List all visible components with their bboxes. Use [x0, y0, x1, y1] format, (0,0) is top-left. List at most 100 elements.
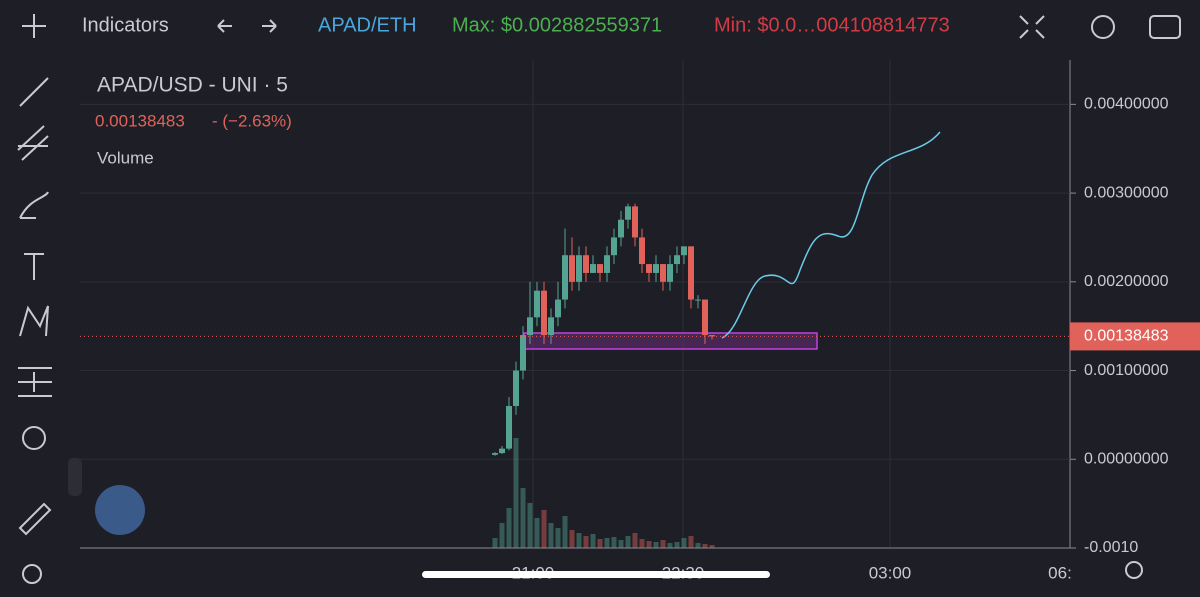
volume-bar — [541, 510, 547, 548]
volume-bar — [492, 538, 498, 548]
volume-bar — [569, 530, 575, 548]
candle-body — [604, 255, 610, 273]
min-label: Min: $0.0…004108814773 — [714, 14, 950, 36]
volume-bar — [702, 544, 708, 548]
candle-body — [513, 370, 519, 407]
volume-bar — [499, 523, 505, 548]
candle-body — [618, 219, 624, 238]
candle-body — [611, 237, 617, 256]
logo — [95, 485, 145, 535]
candle-body — [527, 317, 533, 336]
last-price-label: 0.00138483 — [1084, 328, 1169, 345]
volume-bar — [688, 536, 694, 548]
volume-bar — [709, 545, 715, 548]
volume-bar — [611, 537, 617, 548]
settings-button[interactable] — [1091, 15, 1115, 39]
pattern-tool[interactable] — [19, 305, 49, 337]
collapse-button[interactable] — [68, 458, 82, 496]
candle-body — [674, 255, 680, 265]
candle-body — [709, 335, 715, 337]
candle-body — [667, 264, 673, 282]
redo-button[interactable] — [262, 19, 277, 33]
volume-bar — [667, 543, 673, 548]
volume-bar — [618, 540, 624, 548]
candle-body — [695, 299, 701, 301]
volume-bar — [604, 538, 610, 548]
candle-body — [597, 264, 603, 273]
axis-settings[interactable] — [1125, 561, 1144, 579]
symbol-title: APAD/USD - UNI · 5 — [97, 74, 288, 97]
volume-bar — [562, 516, 568, 548]
crosshair-tool[interactable] — [22, 14, 46, 38]
volume-bar — [653, 542, 659, 548]
candle-body — [639, 237, 645, 265]
candle-body — [555, 299, 561, 318]
candle-body — [576, 255, 582, 282]
candle-body — [506, 406, 512, 449]
volume-bar — [534, 518, 540, 548]
last-price-legend: 0.00138483 — [95, 111, 185, 130]
volume-bar — [506, 508, 512, 548]
undo-button[interactable] — [217, 19, 232, 33]
zone-drawing — [523, 332, 818, 350]
left-toolbar — [17, 14, 145, 584]
candle-body — [702, 299, 708, 336]
text-tool[interactable] — [24, 253, 44, 280]
fullscreen-button[interactable] — [1019, 15, 1045, 39]
max-label: Max: $0.002882559371 — [452, 14, 662, 36]
candle-body — [590, 264, 596, 273]
y-tick-label: 0.00100000 — [1084, 362, 1169, 379]
volume-bar — [632, 533, 638, 548]
candle-body — [534, 290, 540, 318]
volume-bar — [639, 539, 645, 548]
candle-body — [583, 255, 589, 273]
measure-tool[interactable] — [18, 367, 52, 397]
volume-bar — [681, 538, 687, 548]
volume-bar — [625, 536, 631, 548]
candle-body — [625, 206, 631, 220]
pair-label[interactable]: APAD/ETH — [318, 14, 417, 36]
volume-bar — [590, 534, 596, 548]
volume-legend: Volume — [97, 148, 154, 167]
volume-bar — [583, 536, 589, 548]
volume-bar — [576, 533, 582, 548]
volume-bar — [646, 541, 652, 548]
candle-body — [520, 335, 526, 371]
volume-bar — [597, 539, 603, 548]
candle-body — [569, 255, 575, 282]
x-tick-label: 03:00 — [869, 563, 912, 582]
volume-bar — [520, 488, 526, 548]
candle-body — [492, 453, 498, 455]
candle-body — [660, 264, 666, 282]
candle-body — [548, 317, 554, 336]
volume-bar — [695, 543, 701, 548]
x-tick-label: 06: — [1048, 563, 1072, 582]
zoom-tool[interactable] — [22, 564, 42, 584]
home-indicator — [422, 571, 770, 578]
emoji-tool[interactable] — [22, 426, 46, 450]
volume-bar — [513, 438, 519, 548]
y-tick-label: 0.00200000 — [1084, 273, 1169, 290]
candle-body — [681, 246, 687, 256]
volume-bar — [674, 542, 680, 548]
candle-body — [541, 290, 547, 336]
indicators-button[interactable]: Indicators — [82, 14, 169, 36]
y-tick-label: 0.00000000 — [1084, 450, 1169, 467]
y-tick-label: 0.00400000 — [1084, 96, 1169, 113]
screenshot-button[interactable] — [1149, 15, 1181, 39]
candle-body — [499, 448, 505, 454]
ruler-tool[interactable] — [18, 502, 52, 536]
candle-body — [688, 246, 694, 300]
brush-tool[interactable] — [19, 191, 49, 219]
volume-bar — [548, 523, 554, 548]
fib-tool[interactable] — [17, 125, 49, 161]
candle-body — [562, 255, 568, 300]
y-tick-label: 0.00300000 — [1084, 184, 1169, 201]
candle-body — [653, 264, 659, 273]
volume-bar — [527, 503, 533, 548]
change-legend: - (−2.63%) — [212, 111, 292, 130]
trendline-tool[interactable] — [19, 77, 49, 107]
y-tick-label: -0.0010 — [1084, 539, 1138, 556]
